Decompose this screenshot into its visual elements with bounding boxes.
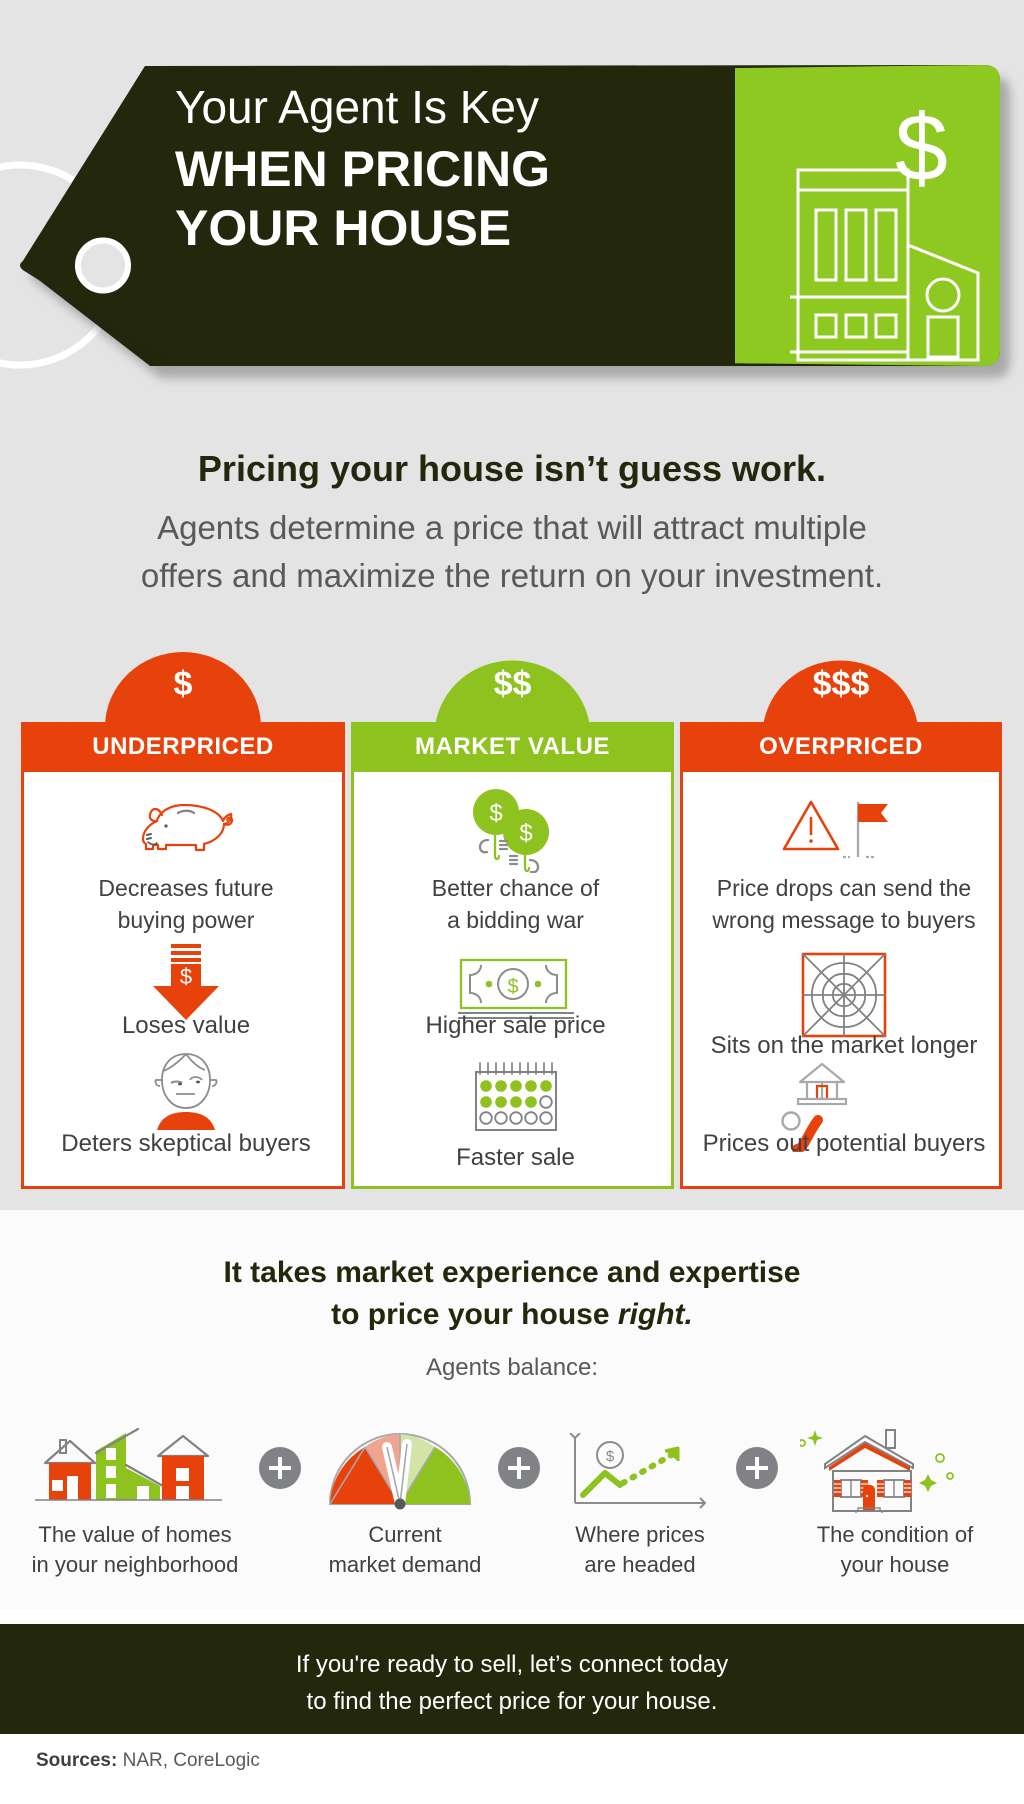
svg-text:$: $: [519, 820, 532, 847]
svg-text:$: $: [507, 976, 518, 998]
svg-text:$: $: [489, 800, 502, 827]
svg-text:$: $: [606, 1448, 615, 1465]
svg-text:$: $: [180, 964, 192, 989]
